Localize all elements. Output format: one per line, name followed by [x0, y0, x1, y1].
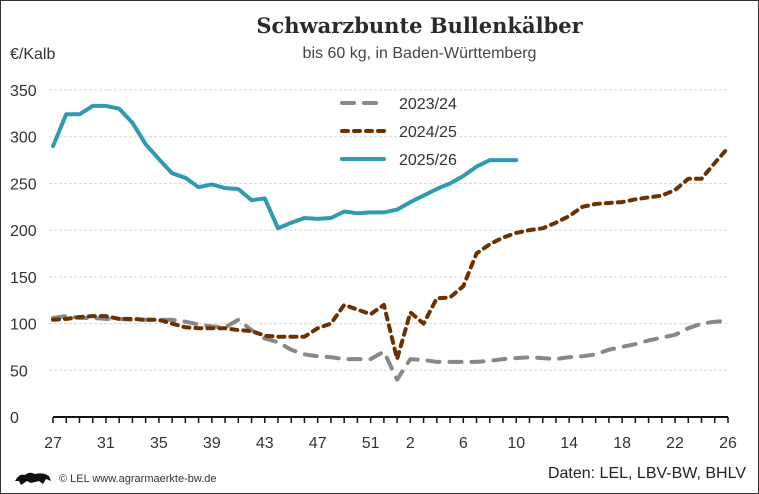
x-tick-label: 14 [560, 435, 578, 452]
legend-label: 2024/25 [399, 124, 457, 141]
lion-logo-icon [15, 472, 51, 485]
x-tick-label: 39 [203, 435, 221, 452]
x-tick-label: 51 [362, 435, 380, 452]
y-tick-label: 0 [10, 410, 19, 427]
x-tick-label: 18 [613, 435, 631, 452]
series-line-2025-26 [51, 103, 519, 231]
y-tick-label: 150 [10, 270, 37, 287]
y-tick-label: 100 [10, 317, 37, 334]
x-tick-label: 27 [44, 435, 62, 452]
data-source-text: Daten: LEL, LBV-BW, BHLV [547, 465, 746, 482]
chart-title: Schwarzbunte Bullenkälber [256, 13, 583, 38]
x-tick-label: 26 [719, 435, 737, 452]
y-axis-label: €/Kalb [10, 46, 56, 63]
x-tick-label: 47 [309, 435, 327, 452]
y-tick-label: 300 [10, 130, 37, 147]
x-tick-label: 2 [406, 435, 415, 452]
x-tick-label: 6 [459, 435, 468, 452]
y-tick-label: 250 [10, 176, 37, 193]
y-tick-label: 200 [10, 223, 37, 240]
y-tick-label: 350 [10, 83, 37, 100]
chart-subtitle: bis 60 kg, in Baden-Württemberg [302, 45, 537, 62]
copyright-text: © LEL www.agrarmaerkte-bw.de [59, 473, 217, 485]
x-tick-label: 31 [97, 435, 115, 452]
y-tick-label: 50 [10, 363, 28, 380]
x-tick-label: 43 [256, 435, 274, 452]
legend-label: 2025/26 [399, 152, 457, 169]
series-line-2024-25 [51, 145, 730, 362]
x-tick-label: 10 [507, 435, 525, 452]
legend-label: 2023/24 [399, 96, 457, 113]
x-tick-label: 35 [150, 435, 168, 452]
x-tick-label: 22 [666, 435, 684, 452]
